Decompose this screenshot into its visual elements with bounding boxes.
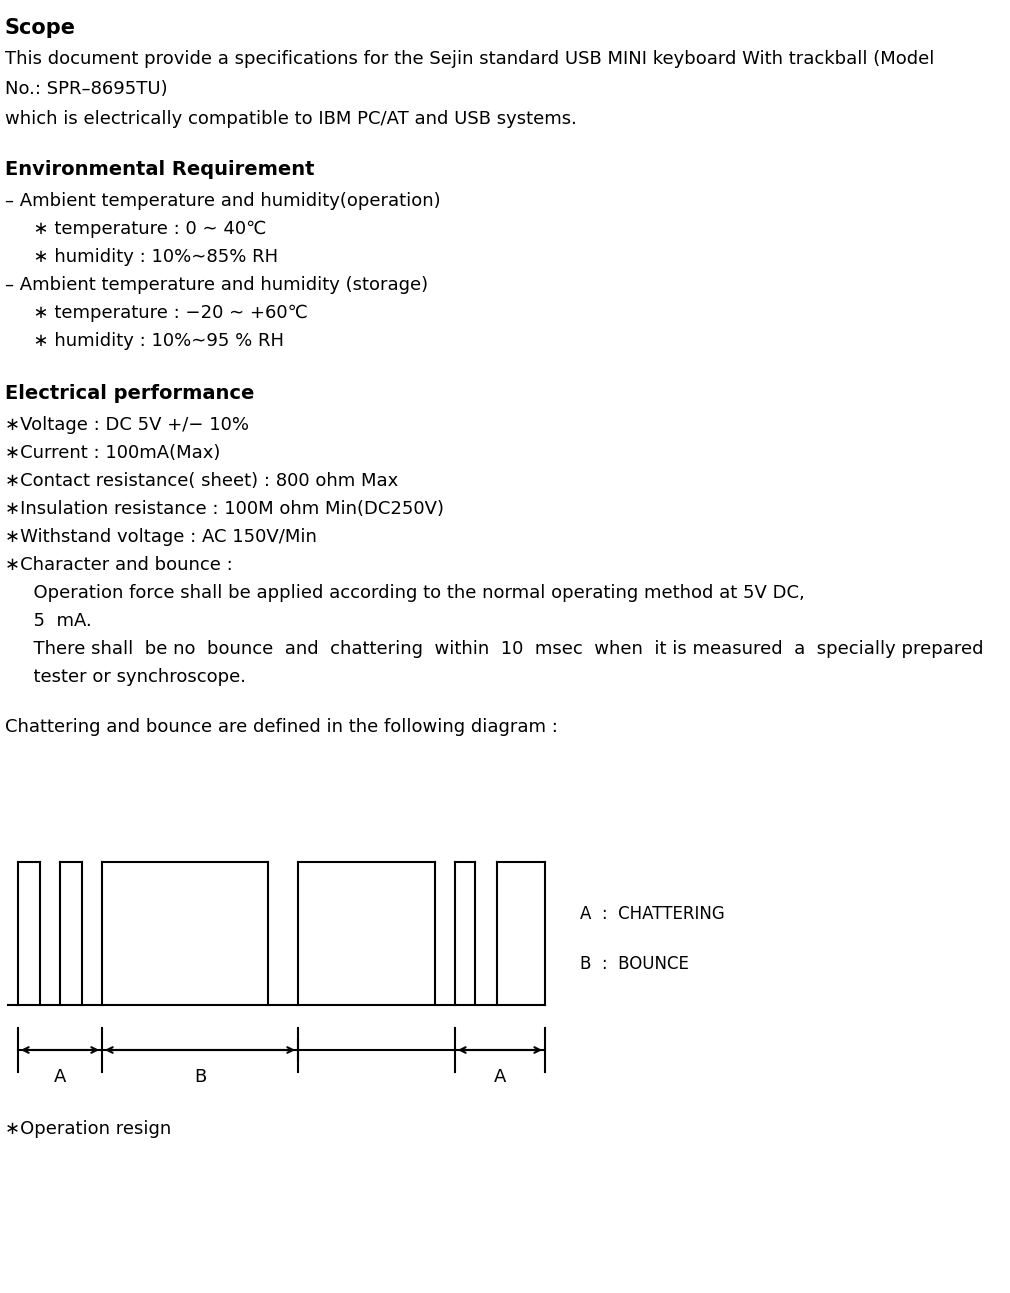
Text: Scope: Scope [5, 18, 76, 37]
Text: ∗Withstand voltage : AC 150V/Min: ∗Withstand voltage : AC 150V/Min [5, 528, 317, 546]
Text: A: A [54, 1068, 67, 1086]
Text: This document provide a specifications for the Sejin standard USB MINI keyboard : This document provide a specifications f… [5, 50, 934, 69]
Text: B  :  BOUNCE: B : BOUNCE [580, 956, 689, 974]
Text: 5  mA.: 5 mA. [22, 612, 92, 630]
Text: ∗ humidity : 10%∼85% RH: ∗ humidity : 10%∼85% RH [22, 248, 278, 266]
Text: Electrical performance: Electrical performance [5, 384, 255, 403]
Text: ∗Contact resistance( sheet) : 800 ohm Max: ∗Contact resistance( sheet) : 800 ohm Ma… [5, 472, 398, 490]
Text: ∗ temperature : −20 ∼ +60℃: ∗ temperature : −20 ∼ +60℃ [22, 304, 308, 322]
Text: Operation force shall be applied according to the normal operating method at 5V : Operation force shall be applied accordi… [22, 584, 805, 603]
Text: ∗Insulation resistance : 100M ohm Min(DC250V): ∗Insulation resistance : 100M ohm Min(DC… [5, 500, 444, 518]
Text: ∗Current : 100mA(Max): ∗Current : 100mA(Max) [5, 443, 220, 462]
Text: ∗ humidity : 10%∼95 % RH: ∗ humidity : 10%∼95 % RH [22, 332, 284, 350]
Text: A: A [494, 1068, 506, 1086]
Text: ∗Voltage : DC 5V +/− 10%: ∗Voltage : DC 5V +/− 10% [5, 416, 249, 434]
Text: which is electrically compatible to IBM PC/AT and USB systems.: which is electrically compatible to IBM … [5, 110, 577, 128]
Text: B: B [194, 1068, 206, 1086]
Text: ∗Operation resign: ∗Operation resign [5, 1120, 172, 1138]
Text: There shall  be no  bounce  and  chattering  within  10  msec  when  it is measu: There shall be no bounce and chattering … [22, 640, 984, 658]
Text: ∗ temperature : 0 ∼ 40℃: ∗ temperature : 0 ∼ 40℃ [22, 220, 267, 238]
Text: Environmental Requirement: Environmental Requirement [5, 160, 314, 178]
Text: Chattering and bounce are defined in the following diagram :: Chattering and bounce are defined in the… [5, 718, 558, 736]
Text: No.: SPR–8695TU): No.: SPR–8695TU) [5, 80, 168, 98]
Text: tester or synchroscope.: tester or synchroscope. [22, 668, 246, 687]
Text: ∗Character and bounce :: ∗Character and bounce : [5, 556, 232, 574]
Text: A  :  CHATTERING: A : CHATTERING [580, 905, 725, 923]
Text: – Ambient temperature and humidity (storage): – Ambient temperature and humidity (stor… [5, 275, 428, 294]
Text: – Ambient temperature and humidity(operation): – Ambient temperature and humidity(opera… [5, 191, 440, 209]
